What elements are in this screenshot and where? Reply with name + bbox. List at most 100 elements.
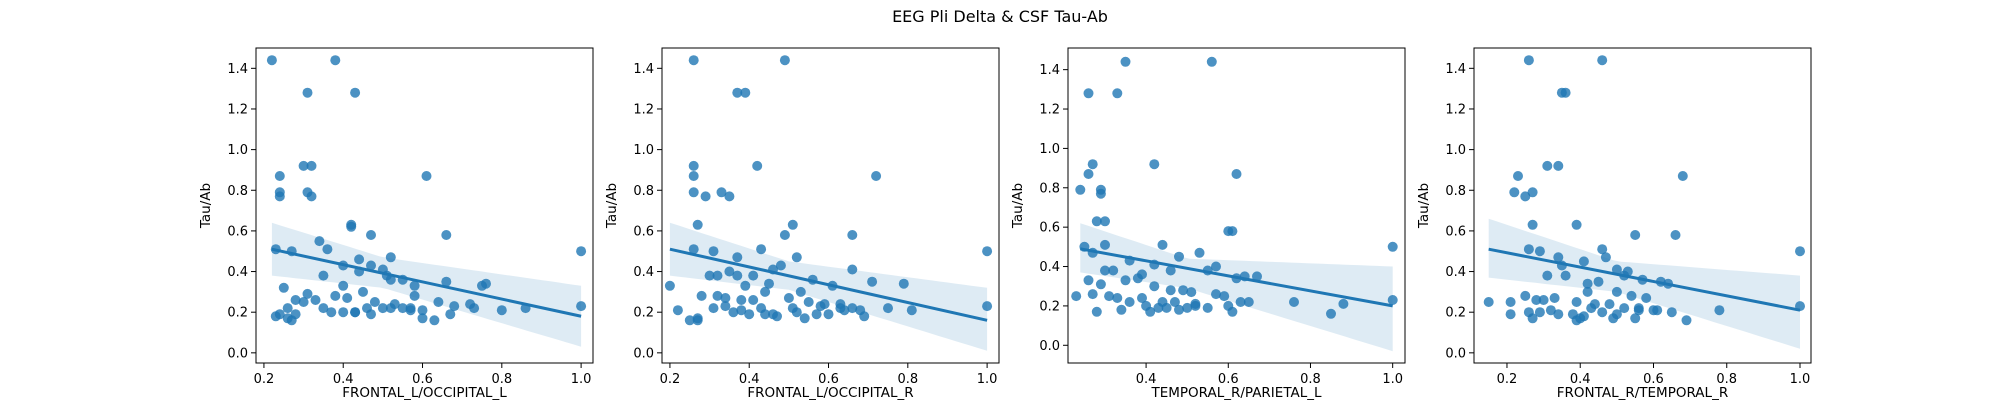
data-point bbox=[1211, 289, 1221, 300]
data-point bbox=[724, 266, 735, 277]
data-point bbox=[1095, 188, 1106, 199]
data-point bbox=[1161, 302, 1172, 313]
data-point bbox=[1071, 291, 1082, 302]
data-point bbox=[740, 280, 751, 291]
data-point bbox=[1083, 88, 1094, 99]
data-point bbox=[1145, 306, 1156, 317]
data-point bbox=[787, 219, 798, 230]
data-point bbox=[688, 171, 699, 181]
data-point bbox=[1622, 266, 1633, 277]
y-tick-label: 0.0 bbox=[633, 346, 654, 361]
data-point bbox=[270, 311, 281, 322]
data-point bbox=[1178, 285, 1189, 296]
data-point bbox=[791, 252, 802, 263]
data-point bbox=[1553, 160, 1564, 171]
data-point bbox=[704, 270, 715, 281]
data-point bbox=[433, 297, 444, 307]
data-point bbox=[1483, 297, 1494, 307]
data-point bbox=[712, 290, 723, 301]
data-point bbox=[779, 55, 790, 66]
data-point bbox=[982, 246, 993, 257]
data-point bbox=[1593, 276, 1604, 287]
data-point bbox=[1626, 290, 1637, 301]
data-point bbox=[350, 87, 361, 98]
data-point bbox=[688, 55, 699, 66]
data-point bbox=[576, 246, 587, 257]
data-point bbox=[1597, 55, 1608, 66]
y-tick-label: 0.6 bbox=[227, 224, 248, 239]
data-point bbox=[576, 301, 587, 312]
data-point bbox=[1137, 293, 1147, 303]
data-point bbox=[779, 230, 790, 240]
data-point bbox=[906, 305, 917, 316]
x-tick-label: 0.4 bbox=[1136, 372, 1157, 387]
data-point bbox=[716, 187, 727, 198]
panels: 0.2 0.4 0.6 0.8 1.0 0.0 0.2 0.4 0.6 0.8 1.0 1.2 1.4 F… bbox=[198, 47, 1812, 400]
regression-line bbox=[1080, 247, 1393, 308]
data-point bbox=[286, 315, 297, 326]
data-point bbox=[274, 171, 285, 181]
data-point bbox=[417, 313, 428, 324]
y-tick-label: 1.2 bbox=[1445, 102, 1466, 117]
data-point bbox=[1600, 252, 1611, 263]
data-point bbox=[756, 244, 767, 255]
data-point bbox=[1527, 313, 1538, 324]
data-point bbox=[1560, 270, 1571, 281]
figure-title: EEG Pli Delta & CSF Tau-Ab bbox=[892, 7, 1108, 26]
data-point bbox=[1542, 270, 1553, 281]
data-point bbox=[1227, 306, 1238, 317]
data-point bbox=[445, 309, 456, 320]
data-point bbox=[847, 230, 858, 240]
axes-frame bbox=[255, 47, 594, 364]
y-tick-label: 0.4 bbox=[633, 265, 654, 280]
x-tick-label: 0.6 bbox=[818, 372, 839, 387]
regression-line bbox=[669, 247, 988, 322]
data-point bbox=[1549, 293, 1560, 303]
data-point bbox=[318, 303, 329, 314]
y-tick-label: 1.4 bbox=[227, 62, 248, 77]
y-tick-label: 1.0 bbox=[633, 143, 654, 158]
x-tick-label: 0.4 bbox=[1570, 372, 1591, 387]
data-point bbox=[1527, 187, 1538, 198]
data-point bbox=[732, 252, 743, 263]
data-point bbox=[1219, 291, 1230, 302]
data-point bbox=[1630, 313, 1641, 324]
chart-panel-4: 0.2 0.4 0.6 0.8 1.0 0.0 0.2 0.4 0.6 0.8 1.0 1.2 1.4 F… bbox=[1416, 47, 1812, 400]
data-point bbox=[1087, 159, 1098, 170]
data-point bbox=[441, 230, 452, 240]
data-point bbox=[1597, 244, 1608, 255]
data-point bbox=[358, 286, 368, 297]
data-point bbox=[1235, 297, 1246, 307]
data-point bbox=[330, 55, 341, 66]
data-point bbox=[322, 244, 333, 255]
axes-frame bbox=[1473, 47, 1812, 364]
data-point bbox=[1186, 287, 1197, 298]
y-tick-label: 0.6 bbox=[1039, 221, 1060, 236]
data-point bbox=[847, 264, 858, 275]
x-axis-label: FRONTAL_L/OCCIPITAL_L bbox=[342, 385, 507, 400]
data-point bbox=[1387, 241, 1398, 252]
data-point bbox=[469, 303, 480, 314]
y-tick-label: 0.8 bbox=[227, 184, 248, 199]
y-tick-label: 1.2 bbox=[633, 102, 654, 117]
data-point bbox=[429, 315, 440, 326]
data-point bbox=[756, 303, 767, 314]
data-point bbox=[1553, 309, 1564, 320]
x-tick-label: 0.6 bbox=[1218, 372, 1239, 387]
data-point bbox=[1560, 87, 1571, 98]
data-point bbox=[768, 309, 778, 320]
y-tick-label: 0.0 bbox=[227, 346, 248, 361]
data-point bbox=[366, 230, 376, 240]
y-tick-label: 1.0 bbox=[227, 143, 248, 158]
y-axis-label: Tau/Ab bbox=[1010, 183, 1026, 229]
x-tick-label: 1.0 bbox=[977, 372, 998, 387]
x-tick-label: 0.4 bbox=[333, 372, 354, 387]
data-point bbox=[298, 297, 309, 307]
data-point bbox=[728, 307, 739, 318]
data-point bbox=[760, 286, 771, 297]
data-point bbox=[1523, 244, 1534, 255]
x-tick-label: 0.2 bbox=[1497, 372, 1518, 387]
y-axis-label: Tau/Ab bbox=[1416, 183, 1432, 229]
data-point bbox=[1243, 297, 1254, 307]
data-point bbox=[290, 295, 301, 305]
